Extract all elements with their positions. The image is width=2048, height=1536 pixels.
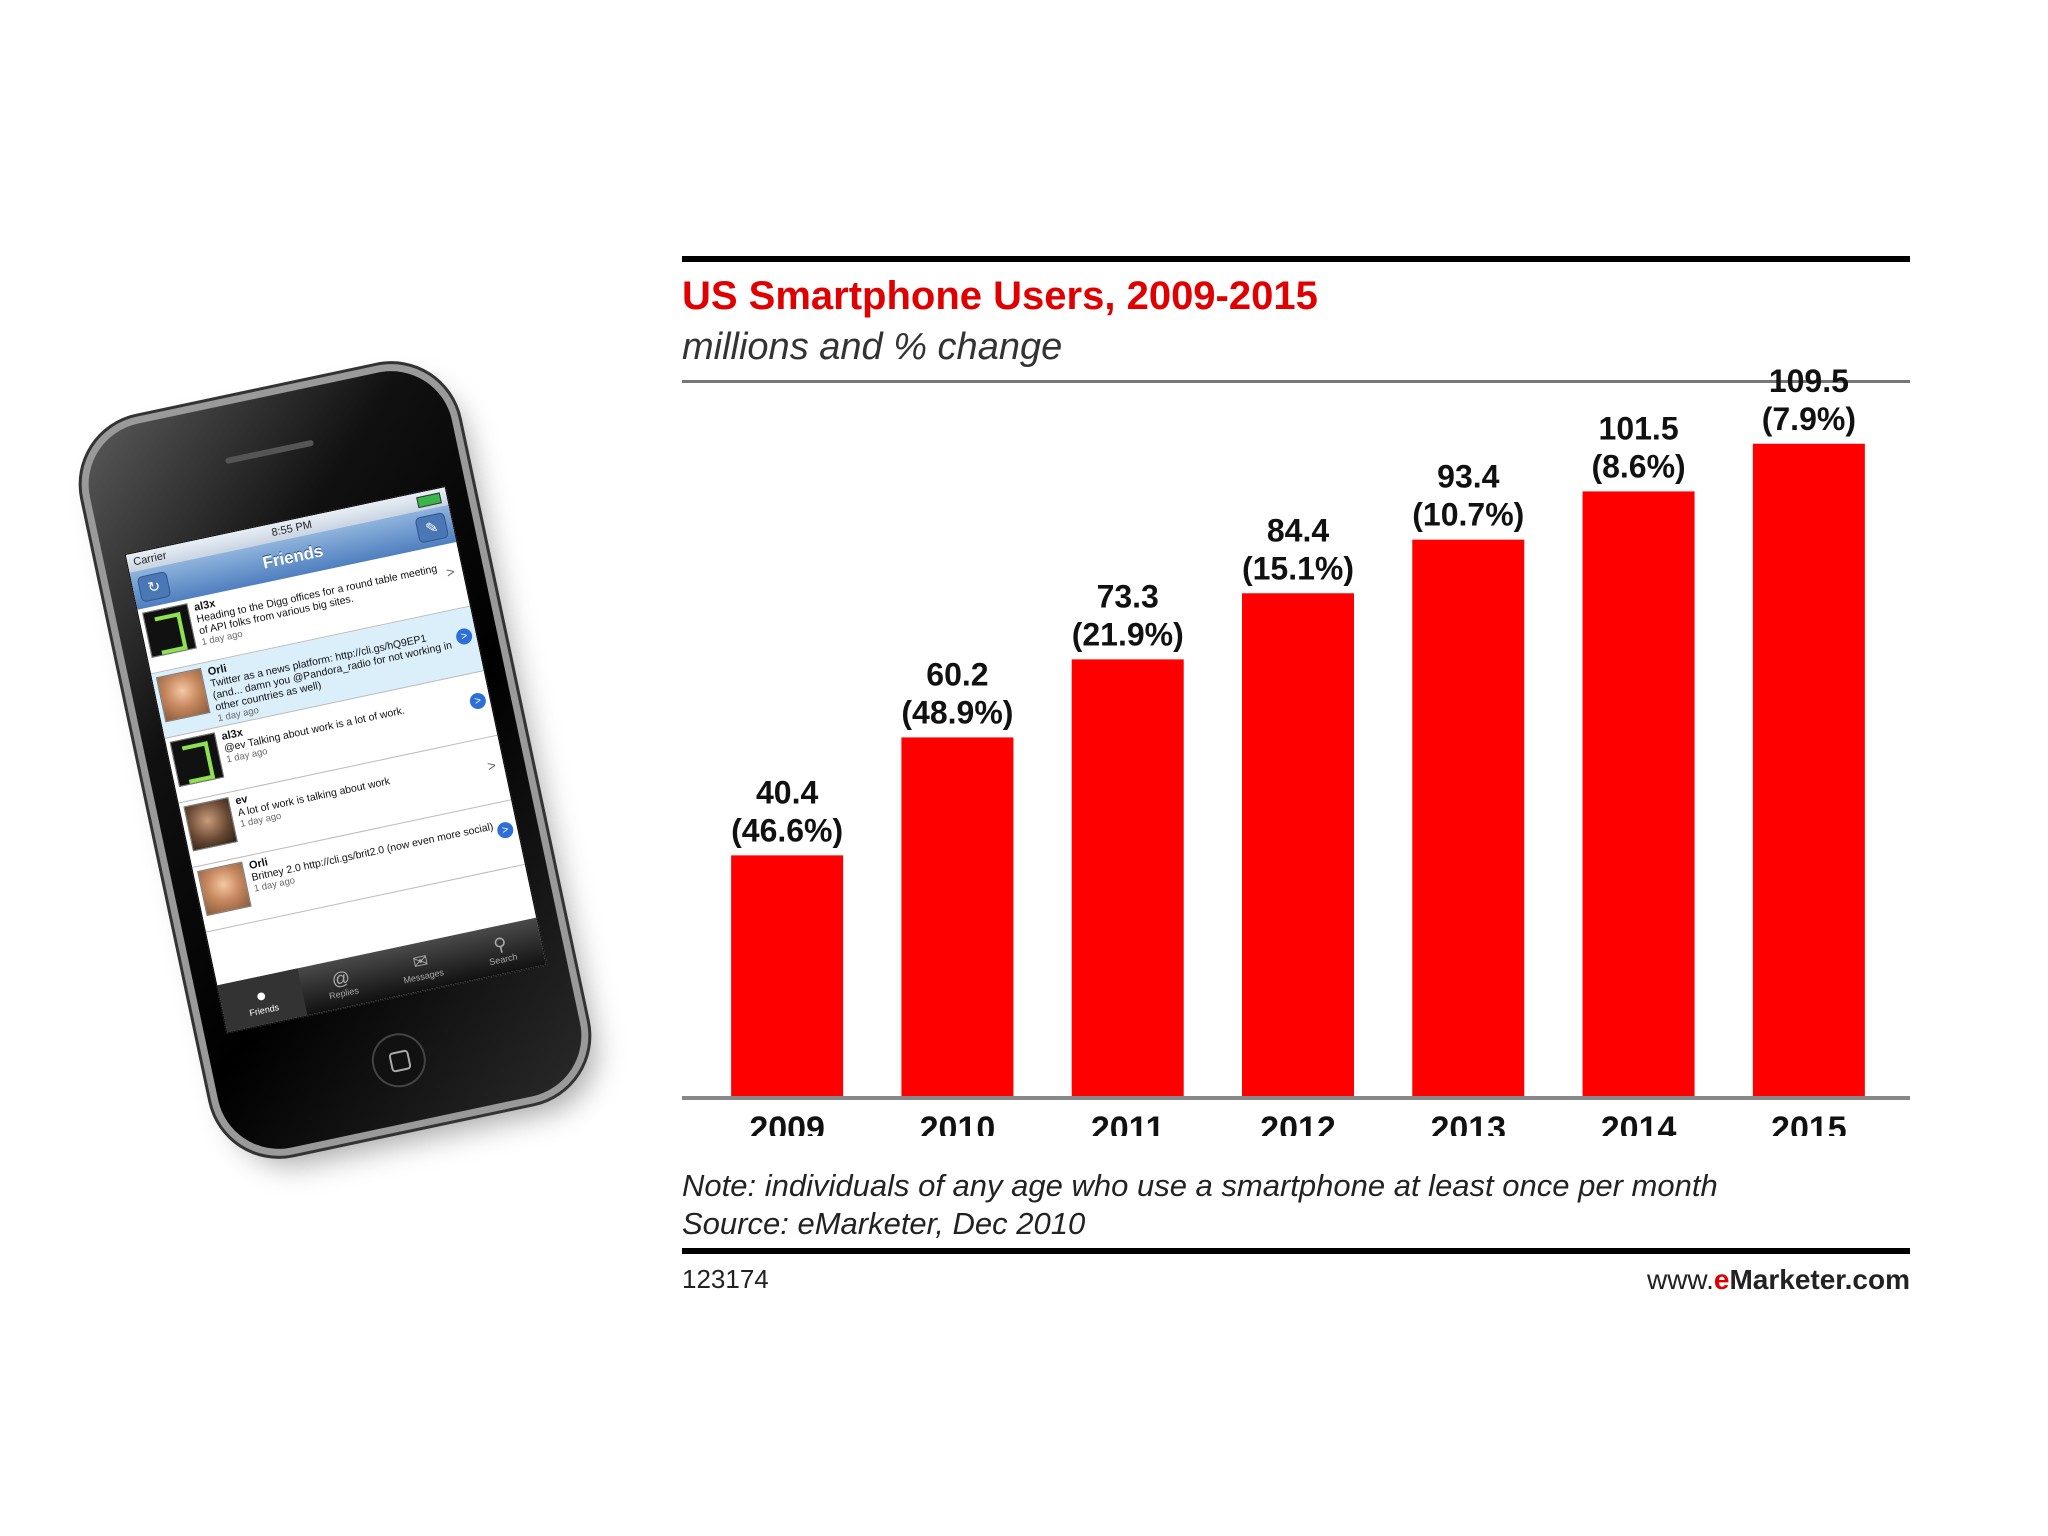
value-label: 40.4 — [756, 774, 818, 810]
tab-bar: ● Friends @ Replies ✉ Messages ⚲ Search — [217, 917, 547, 1033]
tab-replies[interactable]: @ Replies — [297, 952, 387, 1016]
tab-label: Friends — [248, 1002, 280, 1019]
value-label: 101.5 — [1599, 410, 1679, 446]
avatar — [142, 603, 197, 658]
x-tick-label: 2015 — [1771, 1110, 1847, 1136]
chart-source: Source: eMarketer, Dec 2010 — [682, 1206, 1086, 1241]
avatar — [155, 667, 211, 723]
bottom-rule — [682, 1248, 1910, 1254]
change-label: (7.9%) — [1762, 401, 1856, 437]
value-label: 84.4 — [1267, 512, 1329, 548]
chart-note: Note: individuals of any age who use a s… — [682, 1168, 1718, 1203]
change-label: (21.9%) — [1072, 616, 1184, 652]
value-label: 93.4 — [1437, 459, 1499, 495]
chevron-right-icon[interactable]: > — [444, 563, 457, 581]
tab-label: Search — [488, 951, 519, 968]
tab-search[interactable]: ⚲ Search — [456, 918, 546, 982]
x-tick-label: 2011 — [1091, 1110, 1165, 1136]
refresh-icon[interactable]: ↻ — [136, 571, 172, 603]
bar — [1752, 443, 1865, 1096]
chart-title: US Smartphone Users, 2009-2015 — [682, 274, 1318, 318]
avatar — [183, 796, 238, 852]
bar — [731, 855, 844, 1096]
chart-subtitle: millions and % change — [682, 326, 1063, 368]
phone-screen: Carrier 8:55 PM ↻ Friends ✎ al3x Heading… — [124, 486, 548, 1034]
bar-chart: 40.4(46.6%) 2009 60.2(48.9%) 2010 73.3(21.9%… — [682, 363, 1910, 1136]
bar — [1582, 491, 1695, 1096]
brand-rest: Marketer.com — [1729, 1264, 1910, 1295]
friends-icon: ● — [253, 984, 269, 1007]
chart-id: 123174 — [682, 1264, 769, 1294]
value-label: 73.3 — [1097, 578, 1159, 614]
avatar — [197, 861, 252, 917]
change-label: (48.9%) — [901, 694, 1013, 730]
x-tick-label: 2012 — [1260, 1110, 1336, 1136]
change-label: (8.6%) — [1591, 448, 1685, 484]
change-label: (10.7%) — [1412, 497, 1524, 533]
value-label: 109.5 — [1769, 363, 1849, 399]
bar — [1412, 539, 1525, 1096]
x-tick-label: 2013 — [1430, 1110, 1506, 1136]
brand-prefix: www. — [1646, 1264, 1714, 1295]
x-tick-label: 2010 — [920, 1110, 996, 1136]
nav-title: Friends — [260, 541, 325, 573]
change-label: (46.6%) — [731, 812, 843, 848]
compose-icon[interactable]: ✎ — [414, 511, 450, 544]
x-tick-label: 2014 — [1601, 1110, 1677, 1136]
change-label: (15.1%) — [1242, 550, 1354, 586]
brand-e: e — [1713, 1264, 1730, 1295]
bar — [1071, 659, 1184, 1096]
speaker — [224, 439, 315, 465]
tab-friends[interactable]: ● Friends — [217, 968, 307, 1033]
chevron-right-icon[interactable]: > — [485, 756, 498, 775]
iphone-illustration: Carrier 8:55 PM ↻ Friends ✎ al3x Heading… — [60, 359, 620, 1240]
bar — [901, 737, 1014, 1096]
x-axis-line — [682, 1096, 1910, 1100]
avatar — [169, 732, 225, 787]
header-rule — [682, 380, 1910, 383]
battery-icon — [416, 491, 442, 508]
tab-messages[interactable]: ✉ Messages — [377, 935, 467, 999]
top-rule — [682, 256, 1910, 262]
value-label: 60.2 — [926, 656, 988, 692]
chart-panel: US Smartphone Users, 2009-2015 millions … — [682, 256, 1910, 1306]
home-button — [366, 1028, 431, 1093]
phone-body: Carrier 8:55 PM ↻ Friends ✎ al3x Heading… — [77, 359, 593, 1161]
x-tick-label: 2009 — [749, 1110, 825, 1136]
bar — [1242, 593, 1354, 1096]
brand-url: www.eMarketer.com — [1647, 1264, 1910, 1296]
